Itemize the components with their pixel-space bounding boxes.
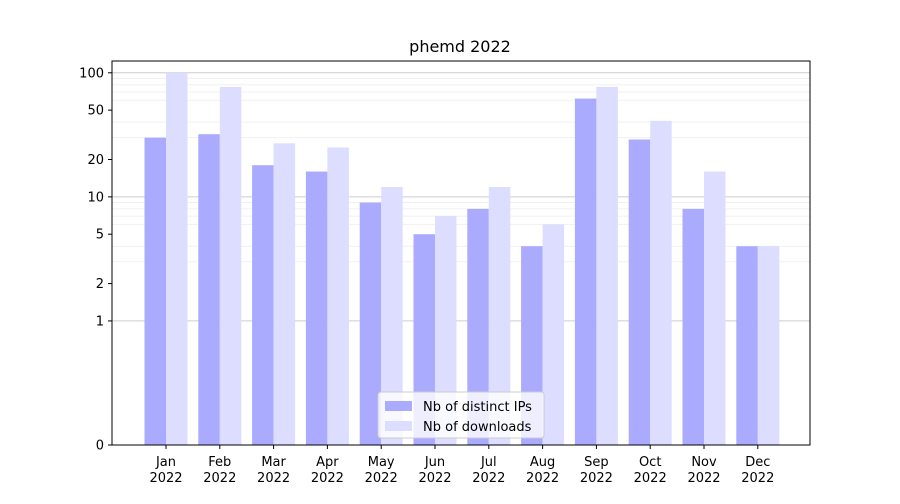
- legend-box: [377, 391, 545, 439]
- bar-nb-of-distinct-ips: [467, 208, 489, 445]
- bar-nb-of-distinct-ips: [682, 208, 704, 445]
- x-tick-label: Oct 2022: [634, 455, 667, 486]
- bar-nb-of-downloads: [166, 72, 188, 446]
- legend-swatch: [385, 401, 412, 411]
- y-tick-label: 0: [96, 439, 104, 454]
- y-tick-label: 100: [79, 66, 104, 81]
- y-tick-label: 10: [87, 190, 104, 205]
- x-tick-label: Jan 2022: [149, 455, 182, 486]
- plot-frame: [111, 60, 811, 446]
- x-tick-label: Feb 2022: [203, 455, 236, 486]
- bar-nb-of-downloads: [488, 187, 511, 445]
- y-tick-label: 2: [96, 277, 104, 292]
- bar-nb-of-downloads: [219, 86, 242, 446]
- y-tick-label: 5: [96, 228, 104, 243]
- bar-nb-of-downloads: [704, 171, 726, 445]
- x-tick-label: Jun 2022: [418, 455, 451, 486]
- bar-nb-of-downloads: [327, 147, 349, 445]
- x-tick-label: Nov 2022: [687, 455, 720, 486]
- bar-nb-of-distinct-ips: [198, 134, 220, 445]
- bar-nb-of-distinct-ips: [628, 139, 651, 445]
- bar-nb-of-downloads: [757, 246, 780, 445]
- x-tick-label: Jul 2022: [472, 455, 505, 486]
- bar-nb-of-distinct-ips: [574, 98, 597, 446]
- y-axis: 0 1 2 5 10 20 50 100: [79, 66, 112, 454]
- bar-nb-of-distinct-ips: [252, 165, 274, 445]
- y-tick-label: 1: [96, 314, 104, 329]
- bar-nb-of-downloads: [542, 224, 565, 445]
- x-tick-label: Aug 2022: [526, 455, 559, 486]
- bar-nb-of-distinct-ips: [305, 171, 328, 445]
- bar-nb-of-distinct-ips: [144, 137, 166, 445]
- chart-title: phemd 2022: [409, 37, 511, 56]
- x-tick-label: Apr 2022: [311, 455, 344, 486]
- x-tick-label: Mar 2022: [257, 455, 290, 486]
- bar-nb-of-downloads: [273, 143, 296, 445]
- x-tick-label: Sep 2022: [580, 455, 613, 486]
- x-axis: Jan 2022 Feb 2022 Mar 2022 Apr 2022 May 2022 Jun 20…: [149, 445, 774, 486]
- bar-nb-of-downloads: [650, 120, 672, 446]
- legend-label: Nb of downloads: [423, 420, 532, 435]
- y-tick-label: 20: [87, 153, 104, 168]
- bar-nb-of-distinct-ips: [359, 202, 382, 445]
- bar-nb-of-downloads: [381, 187, 403, 445]
- bar-nb-of-downloads: [596, 86, 618, 446]
- legend-swatch: [385, 421, 412, 431]
- legend-label: Nb of distinct IPs: [423, 400, 532, 415]
- legend: Nb of distinct IPs Nb of downloads: [377, 391, 545, 439]
- bar-nb-of-downloads: [435, 216, 457, 445]
- y-tick-label: 50: [87, 104, 104, 119]
- bars: [144, 72, 780, 446]
- bar-nb-of-distinct-ips: [736, 246, 758, 445]
- x-tick-label: Dec 2022: [741, 455, 774, 486]
- x-tick-label: May 2022: [365, 455, 398, 486]
